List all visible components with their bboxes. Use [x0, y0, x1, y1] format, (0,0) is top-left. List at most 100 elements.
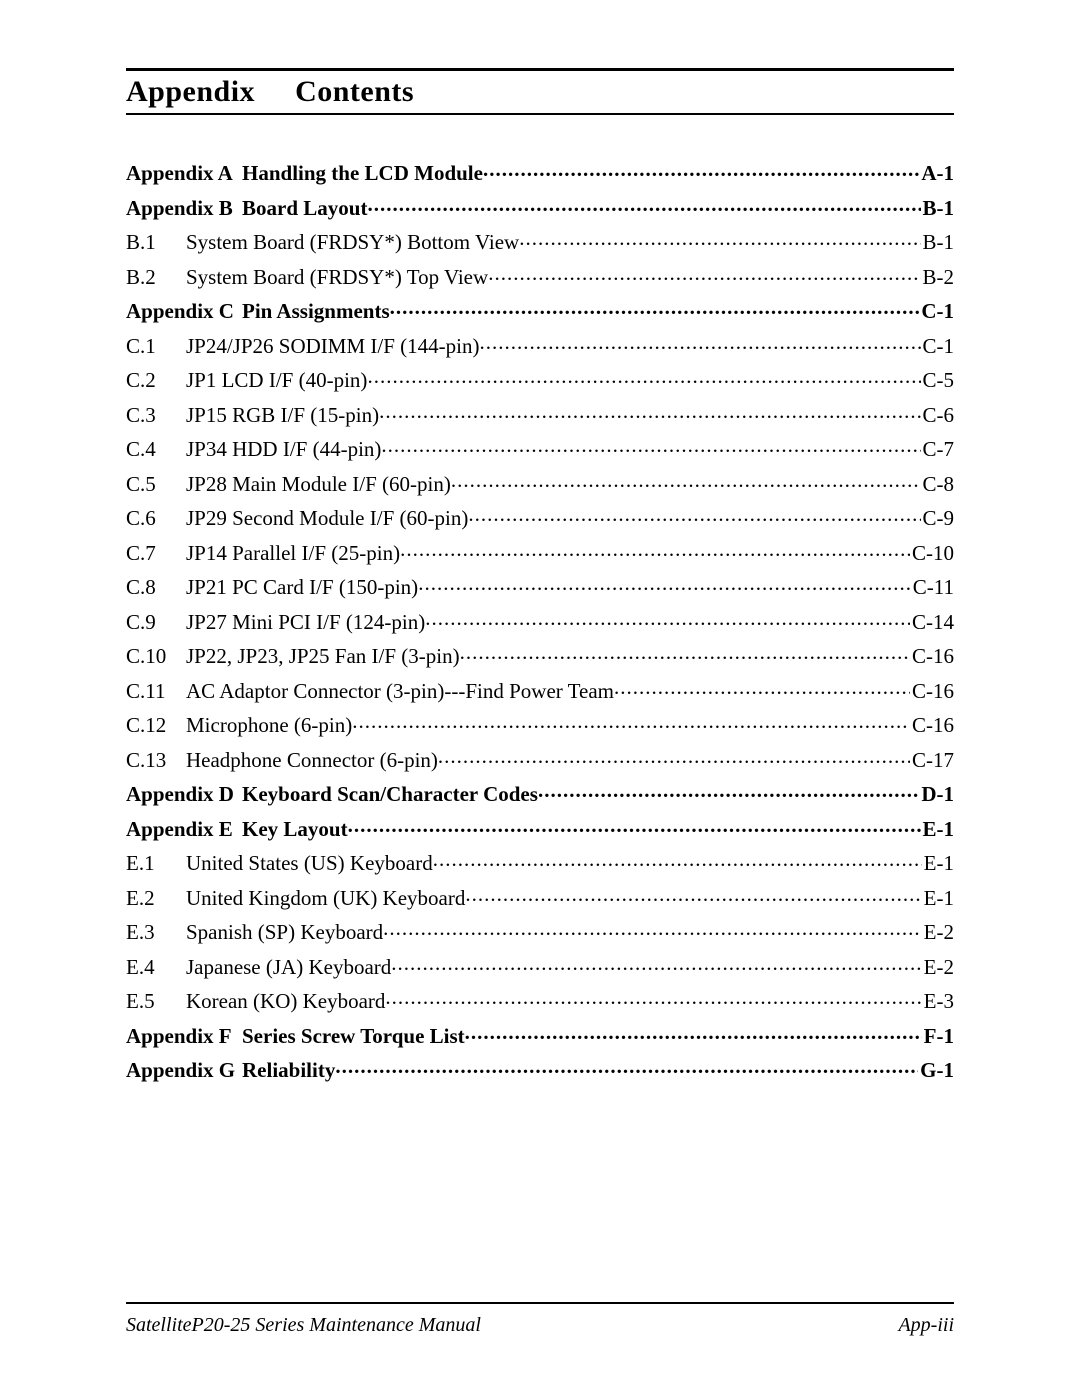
- toc-entry-page: C-10: [910, 543, 954, 564]
- toc-leader-dots: [460, 642, 910, 663]
- toc-entry-label: C.8: [126, 577, 186, 598]
- toc-entry-title: JP29 Second Module I/F (60-pin): [186, 508, 468, 529]
- toc-entry-label: C.4: [126, 439, 186, 460]
- toc-entry: C.7JP14 Parallel I/F (25-pin) C-10: [126, 539, 954, 564]
- toc-entry: Appendix FSeries Screw Torque List F-1: [126, 1022, 954, 1047]
- toc-entry-page: C-5: [921, 370, 955, 391]
- toc-entry-title: JP21 PC Card I/F (150-pin): [186, 577, 418, 598]
- toc-leader-dots: [438, 746, 910, 767]
- toc-entry-label: E.4: [126, 957, 186, 978]
- toc-entry-page: D-1: [919, 784, 954, 805]
- page-title: Appendix Contents: [126, 73, 954, 115]
- toc-entry-page: C-1: [921, 336, 955, 357]
- toc-leader-dots: [381, 435, 920, 456]
- toc-leader-dots: [425, 608, 910, 629]
- toc-entry-page: C-1: [919, 301, 954, 322]
- toc-entry-title: JP14 Parallel I/F (25-pin): [186, 543, 400, 564]
- footer-left: SatelliteP20-25 Series Maintenance Manua…: [126, 1314, 481, 1337]
- footer-row: SatelliteP20-25 Series Maintenance Manua…: [126, 1314, 954, 1337]
- toc-entry-page: C-9: [921, 508, 955, 529]
- footer-right: App-iii: [898, 1314, 954, 1337]
- toc-leader-dots: [348, 815, 921, 836]
- toc-entry-title: Headphone Connector (6-pin): [186, 750, 438, 771]
- toc-entry-title: Handling the LCD Module: [242, 163, 483, 184]
- toc-entry-label: E.3: [126, 922, 186, 943]
- toc-entry-title: JP1 LCD I/F (40-pin): [186, 370, 367, 391]
- toc-entry: B.1System Board (FRDSY*) Bottom View B-1: [126, 228, 954, 253]
- toc-entry-label: C.13: [126, 750, 186, 771]
- toc-entry-label: C.1: [126, 336, 186, 357]
- toc-entry-label: B.1: [126, 232, 186, 253]
- toc-entry-page: A-1: [919, 163, 954, 184]
- toc-entry: B.2System Board (FRDSY*) Top View B-2: [126, 263, 954, 288]
- toc-entry-label: Appendix A: [126, 163, 242, 184]
- toc-entry-label: C.7: [126, 543, 186, 564]
- toc-leader-dots: [538, 780, 919, 801]
- toc-leader-dots: [451, 470, 921, 491]
- toc-entry: E.1United States (US) Keyboard E-1: [126, 849, 954, 874]
- toc-entry-page: B-2: [921, 267, 955, 288]
- toc-entry: C.1JP24/JP26 SODIMM I/F (144-pin) C-1: [126, 332, 954, 357]
- toc-entry: C.6JP29 Second Module I/F (60-pin)C-9: [126, 504, 954, 529]
- toc-entry-title: Board Layout: [242, 198, 367, 219]
- toc-entry-title: Korean (KO) Keyboard: [186, 991, 385, 1012]
- footer: SatelliteP20-25 Series Maintenance Manua…: [126, 1302, 954, 1337]
- toc-entry-page: F-1: [922, 1026, 954, 1047]
- toc-entry-page: C-7: [921, 439, 955, 460]
- toc-entry-page: E-2: [922, 922, 954, 943]
- toc-leader-dots: [335, 1056, 918, 1077]
- title-word-1: Appendix: [126, 75, 255, 108]
- toc-entry-label: E.1: [126, 853, 186, 874]
- toc-entry: C.4JP34 HDD I/F (44-pin) C-7: [126, 435, 954, 460]
- toc-entry: C.5JP28 Main Module I/F (60-pin)C-8: [126, 470, 954, 495]
- toc-entry-page: E-1: [922, 853, 954, 874]
- toc-entry-label: Appendix C: [126, 301, 242, 322]
- toc-entry-label: E.2: [126, 888, 186, 909]
- toc-leader-dots: [367, 194, 920, 215]
- toc-entry-page: E-1: [921, 819, 955, 840]
- toc-entry-page: C-6: [921, 405, 955, 426]
- toc-entry: C.10JP22, JP23, JP25 Fan I/F (3-pin) C-1…: [126, 642, 954, 667]
- toc-entry-title: System Board (FRDSY*) Bottom View: [186, 232, 519, 253]
- toc-entry-page: C-16: [910, 715, 954, 736]
- footer-rule: [126, 1302, 954, 1304]
- toc-entry: C.3JP15 RGB I/F (15-pin)C-6: [126, 401, 954, 426]
- toc-entry: Appendix AHandling the LCD Module A-1: [126, 159, 954, 184]
- toc-leader-dots: [418, 573, 911, 594]
- toc-entry-page: C-11: [911, 577, 954, 598]
- toc-entry-page: E-2: [922, 957, 954, 978]
- toc-entry: C.8JP21 PC Card I/F (150-pin) C-11: [126, 573, 954, 598]
- toc-entry-label: C.11: [126, 681, 186, 702]
- toc-entry-page: C-14: [910, 612, 954, 633]
- toc-entry-title: JP27 Mini PCI I/F (124-pin): [186, 612, 425, 633]
- toc-entry-title: Japanese (JA) Keyboard: [186, 957, 391, 978]
- toc-leader-dots: [479, 332, 920, 353]
- toc-leader-dots: [379, 401, 920, 422]
- toc-entry-label: Appendix F: [126, 1026, 242, 1047]
- toc-entry-page: E-3: [922, 991, 954, 1012]
- toc-entry-title: AC Adaptor Connector (3-pin)---Find Powe…: [186, 681, 614, 702]
- toc-entry-title: Keyboard Scan/Character Codes: [242, 784, 538, 805]
- toc-leader-dots: [465, 884, 921, 905]
- toc-entry: C.2JP1 LCD I/F (40-pin) C-5: [126, 366, 954, 391]
- toc-entry-title: JP24/JP26 SODIMM I/F (144-pin): [186, 336, 479, 357]
- toc-leader-dots: [488, 263, 920, 284]
- header-top-rule: [126, 68, 954, 71]
- toc-entry-label: Appendix E: [126, 819, 242, 840]
- toc-entry-title: Series Screw Torque List: [242, 1026, 465, 1047]
- toc-entry: Appendix BBoard LayoutB-1: [126, 194, 954, 219]
- toc-entry-title: JP15 RGB I/F (15-pin): [186, 405, 379, 426]
- toc-entry: E.2United Kingdom (UK) Keyboard E-1: [126, 884, 954, 909]
- toc-entry-title: Pin Assignments: [242, 301, 390, 322]
- toc-entry-label: C.2: [126, 370, 186, 391]
- toc-entry-label: Appendix G: [126, 1060, 242, 1081]
- toc-entry: Appendix CPin Assignments C-1: [126, 297, 954, 322]
- toc-entry-title: Key Layout: [242, 819, 348, 840]
- toc-entry: C.13Headphone Connector (6-pin) C-17: [126, 746, 954, 771]
- toc-leader-dots: [352, 711, 910, 732]
- toc-entry-title: United States (US) Keyboard: [186, 853, 433, 874]
- toc-leader-dots: [468, 504, 920, 525]
- table-of-contents: Appendix AHandling the LCD Module A-1App…: [126, 159, 954, 1081]
- toc-entry-title: JP22, JP23, JP25 Fan I/F (3-pin): [186, 646, 460, 667]
- toc-entry-title: United Kingdom (UK) Keyboard: [186, 888, 465, 909]
